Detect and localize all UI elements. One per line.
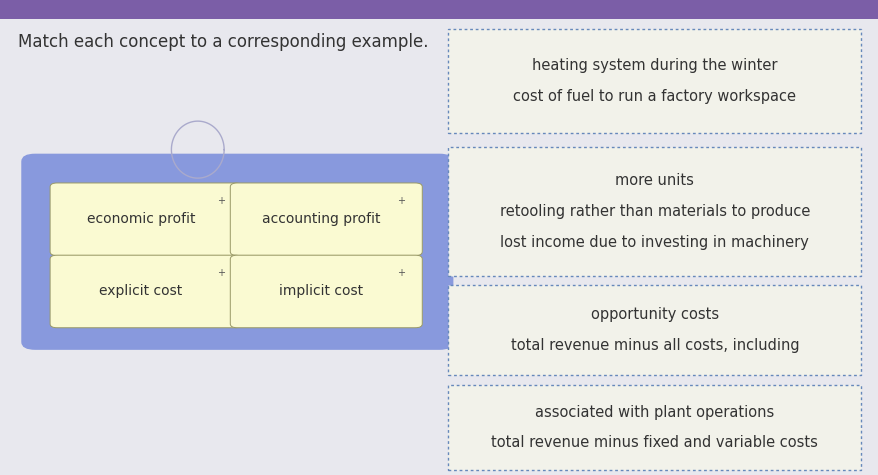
FancyBboxPatch shape [448, 28, 860, 133]
Text: accounting profit: accounting profit [262, 212, 380, 226]
Text: explicit cost: explicit cost [99, 285, 182, 298]
Text: opportunity costs: opportunity costs [590, 307, 718, 322]
FancyBboxPatch shape [50, 255, 241, 328]
Text: implicit cost: implicit cost [278, 285, 363, 298]
Text: +: + [217, 196, 225, 206]
Text: lost income due to investing in machinery: lost income due to investing in machiner… [500, 235, 809, 250]
Text: economic profit: economic profit [86, 212, 195, 226]
Text: cost of fuel to run a factory workspace: cost of fuel to run a factory workspace [513, 89, 795, 104]
Text: heating system during the winter: heating system during the winter [531, 58, 777, 73]
FancyBboxPatch shape [230, 183, 421, 256]
Text: +: + [397, 196, 405, 206]
Text: more units: more units [615, 173, 694, 188]
Text: retooling rather than materials to produce: retooling rather than materials to produ… [499, 204, 810, 219]
Text: total revenue minus all costs, including: total revenue minus all costs, including [510, 338, 798, 353]
FancyBboxPatch shape [230, 255, 421, 328]
FancyBboxPatch shape [448, 285, 860, 375]
Text: Match each concept to a corresponding example.: Match each concept to a corresponding ex… [18, 33, 428, 51]
FancyBboxPatch shape [22, 154, 452, 349]
FancyBboxPatch shape [448, 385, 860, 470]
FancyBboxPatch shape [448, 147, 860, 276]
Text: associated with plant operations: associated with plant operations [535, 405, 774, 419]
FancyBboxPatch shape [0, 0, 878, 19]
FancyBboxPatch shape [50, 183, 241, 256]
Text: +: + [217, 268, 225, 278]
Text: +: + [397, 268, 405, 278]
Text: total revenue minus fixed and variable costs: total revenue minus fixed and variable c… [491, 436, 817, 450]
